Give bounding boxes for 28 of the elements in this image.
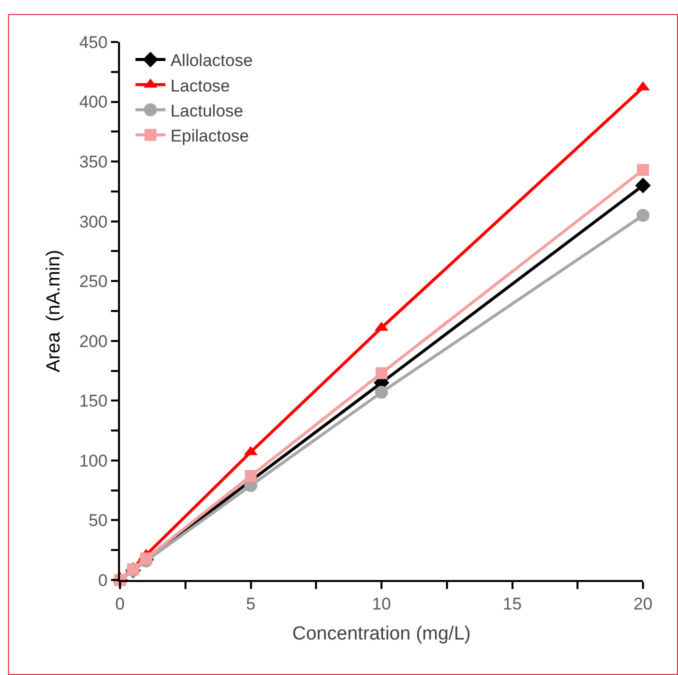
point — [376, 367, 388, 380]
y-axis-title: Area (nA.min) — [44, 250, 65, 372]
y-tick-label: 450 — [79, 32, 108, 52]
x-tick-label: 0 — [115, 594, 125, 614]
y-tick-label: 350 — [79, 152, 108, 172]
legend-label: Lactose — [170, 76, 230, 96]
y-tick-label: 300 — [79, 212, 108, 232]
y-tick-label: 150 — [79, 392, 108, 411]
legend-label: Epilactose — [170, 126, 249, 146]
y-tick-label: 200 — [79, 332, 108, 351]
point — [375, 386, 388, 399]
x-tick-label: 10 — [372, 594, 391, 614]
legend-label: Allolactose — [170, 51, 253, 70]
x-tick-label: 20 — [634, 594, 652, 614]
y-tick-label: 400 — [79, 92, 108, 112]
point — [244, 470, 257, 482]
x-tick-label: 15 — [502, 594, 522, 614]
y-tick-label: 100 — [79, 451, 108, 470]
legend-label: Lactulose — [170, 101, 244, 120]
x-axis-title: Concentration (mg/L) — [292, 624, 471, 645]
point — [637, 164, 649, 176]
point — [140, 552, 152, 564]
point — [636, 208, 650, 222]
y-tick-label: 50 — [88, 511, 108, 530]
point — [635, 178, 651, 194]
y-tick-label: 0 — [98, 570, 108, 590]
y-tick-label: 250 — [79, 272, 108, 292]
x-tick-label: 5 — [246, 594, 256, 614]
